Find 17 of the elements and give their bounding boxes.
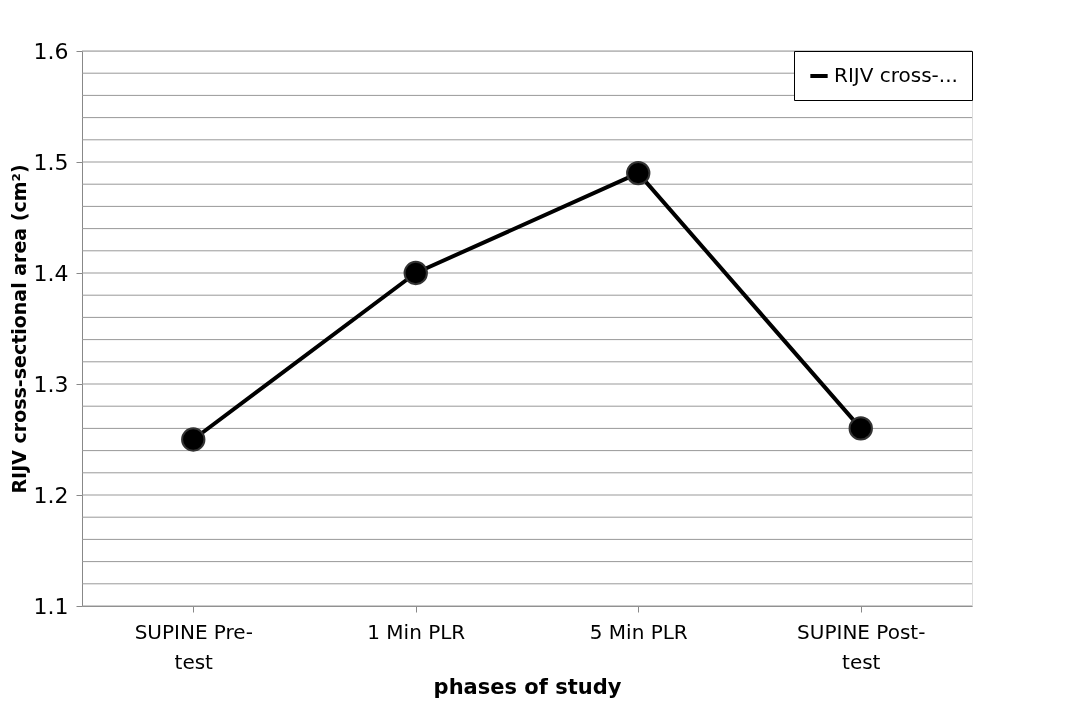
y-tick-label: 1.4 (33, 260, 69, 286)
y-tick-label: 1.3 (33, 371, 69, 397)
x-tick-label: 5 Min PLR (589, 619, 688, 644)
point (626, 160, 651, 186)
x-axis-title: phases of study (433, 674, 622, 699)
point (181, 427, 206, 452)
point (848, 416, 873, 441)
x-tick-label: SUPINE Pre-test (134, 619, 253, 674)
point (403, 260, 428, 286)
legend-label: RIJV cross-... (834, 63, 958, 87)
y-tick-label: 1.2 (33, 482, 69, 508)
x-tick-label: SUPINE Post-test (797, 619, 926, 674)
y-tick-label: 1.1 (33, 593, 69, 619)
y-tick-label: 1.5 (33, 149, 69, 175)
y-axis-title: RIJV cross-sectional area (cm²) (7, 164, 30, 494)
x-tick-label: 1 Min PLR (367, 619, 466, 644)
y-tick-label: 1.6 (33, 38, 69, 64)
